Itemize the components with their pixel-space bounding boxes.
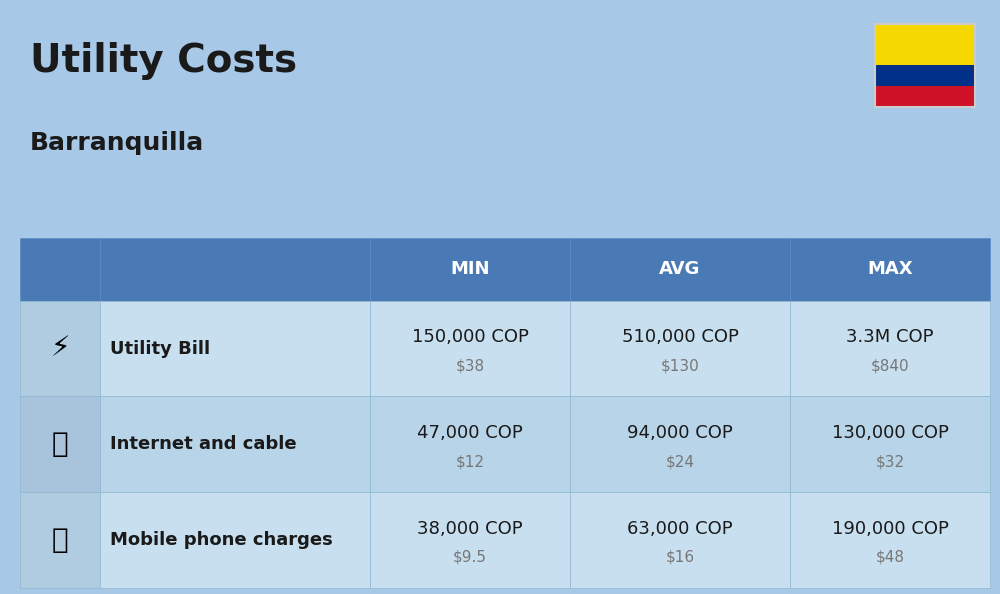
Text: MIN: MIN (450, 260, 490, 278)
Text: ⚡: ⚡ (50, 334, 70, 362)
FancyBboxPatch shape (370, 238, 570, 301)
FancyBboxPatch shape (570, 492, 790, 588)
Text: 150,000 COP: 150,000 COP (412, 328, 528, 346)
FancyBboxPatch shape (100, 238, 370, 301)
Text: $48: $48 (876, 550, 904, 565)
Text: 63,000 COP: 63,000 COP (627, 520, 733, 538)
Text: 📡: 📡 (52, 431, 68, 459)
Text: 38,000 COP: 38,000 COP (417, 520, 523, 538)
Text: 3.3M COP: 3.3M COP (846, 328, 934, 346)
FancyBboxPatch shape (100, 301, 370, 396)
FancyBboxPatch shape (20, 301, 100, 396)
Text: Barranquilla: Barranquilla (30, 131, 204, 154)
FancyBboxPatch shape (370, 301, 570, 396)
Text: 94,000 COP: 94,000 COP (627, 424, 733, 442)
Text: MAX: MAX (867, 260, 913, 278)
Text: Internet and cable: Internet and cable (110, 435, 297, 453)
Text: $12: $12 (456, 454, 484, 469)
FancyBboxPatch shape (570, 238, 790, 301)
FancyBboxPatch shape (370, 396, 570, 492)
FancyBboxPatch shape (875, 86, 975, 107)
Text: 190,000 COP: 190,000 COP (832, 520, 948, 538)
Text: 47,000 COP: 47,000 COP (417, 424, 523, 442)
Text: $840: $840 (871, 358, 909, 373)
FancyBboxPatch shape (570, 396, 790, 492)
Text: 510,000 COP: 510,000 COP (622, 328, 738, 346)
Text: $130: $130 (661, 358, 699, 373)
Text: $38: $38 (455, 358, 485, 373)
Text: 📱: 📱 (52, 526, 68, 554)
FancyBboxPatch shape (790, 396, 990, 492)
FancyBboxPatch shape (370, 492, 570, 588)
Text: $9.5: $9.5 (453, 550, 487, 565)
Text: Utility Costs: Utility Costs (30, 42, 297, 80)
FancyBboxPatch shape (790, 238, 990, 301)
FancyBboxPatch shape (570, 301, 790, 396)
FancyBboxPatch shape (100, 396, 370, 492)
Text: AVG: AVG (659, 260, 701, 278)
Text: Utility Bill: Utility Bill (110, 340, 210, 358)
FancyBboxPatch shape (875, 65, 975, 86)
FancyBboxPatch shape (20, 396, 100, 492)
FancyBboxPatch shape (790, 492, 990, 588)
FancyBboxPatch shape (20, 492, 100, 588)
Text: 130,000 COP: 130,000 COP (832, 424, 948, 442)
Text: $32: $32 (875, 454, 905, 469)
Text: $16: $16 (665, 550, 695, 565)
Text: Mobile phone charges: Mobile phone charges (110, 531, 333, 549)
FancyBboxPatch shape (100, 492, 370, 588)
FancyBboxPatch shape (790, 301, 990, 396)
Text: $24: $24 (665, 454, 694, 469)
FancyBboxPatch shape (875, 24, 975, 65)
FancyBboxPatch shape (20, 238, 100, 301)
